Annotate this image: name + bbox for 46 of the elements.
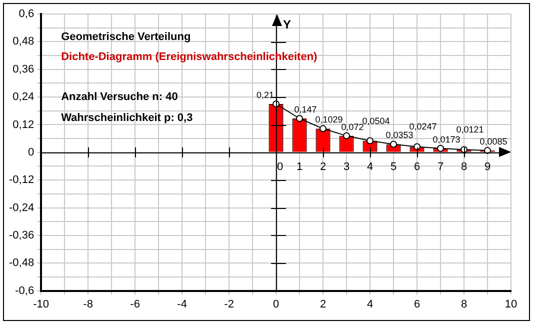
annotation: 4 (366, 160, 374, 173)
y-axis-title: Y (283, 17, 292, 32)
data-label: 0,1029 (315, 114, 343, 125)
y-tick-label: 0,24 (12, 91, 34, 104)
data-label: 0,0173 (432, 134, 460, 144)
annotation: 1 (296, 160, 303, 173)
data-label: 0,0121 (456, 124, 484, 135)
annotation: 8 (460, 160, 468, 173)
annotation: 7 (437, 160, 444, 173)
data-label: 0,0504 (362, 116, 390, 126)
annotation: 9 (484, 160, 491, 173)
x-tick-label: 4 (366, 298, 374, 310)
data-label: 0,0353 (386, 130, 414, 140)
annotation: 3 (343, 160, 350, 173)
x-tick-label: -4 (177, 298, 187, 310)
y-tick-label: 0,48 (12, 36, 34, 48)
x-tick-label: 8 (460, 298, 468, 310)
x-tick-label: 6 (414, 298, 420, 310)
data-label: 0,147 (294, 104, 317, 114)
y-tick-label: -0,48 (8, 257, 34, 270)
x-tick-label: -10 (33, 298, 50, 310)
data-label: 0,0247 (409, 122, 437, 132)
annotation: Anzahl Versuche n: 40 (61, 91, 178, 104)
annotation: 6 (414, 160, 420, 173)
y-tick-label: 0,12 (12, 118, 34, 131)
data-label: 0,21 (256, 90, 274, 100)
y-tick-label: 0 (28, 146, 34, 158)
annotation: Wahrscheinlichkeit p: 0,3 (61, 112, 193, 124)
data-label: 0,072 (341, 122, 364, 132)
annotation: 2 (320, 160, 326, 173)
y-tick-label: -0,36 (8, 229, 34, 242)
x-tick-label: 2 (320, 298, 326, 310)
annotation: 0 (276, 160, 284, 173)
y-tick-label: -0,24 (8, 202, 34, 214)
y-tick-label: -0,12 (8, 174, 34, 186)
text: Geometrische Verteilung (61, 31, 191, 44)
y-tick-label: -0,6 (15, 284, 34, 297)
x-tick-label: 10 (504, 298, 518, 310)
x-tick-label: -2 (224, 298, 234, 310)
y-tick-label: 0,6 (18, 8, 34, 20)
x-tick-label: 0 (272, 298, 280, 310)
y-tick-label: 0,36 (12, 63, 34, 76)
x-tick-label: -6 (130, 298, 140, 310)
data-label: 0,0085 (480, 136, 508, 146)
x-tick-label: -8 (83, 298, 93, 310)
annotation: 5 (390, 160, 397, 173)
